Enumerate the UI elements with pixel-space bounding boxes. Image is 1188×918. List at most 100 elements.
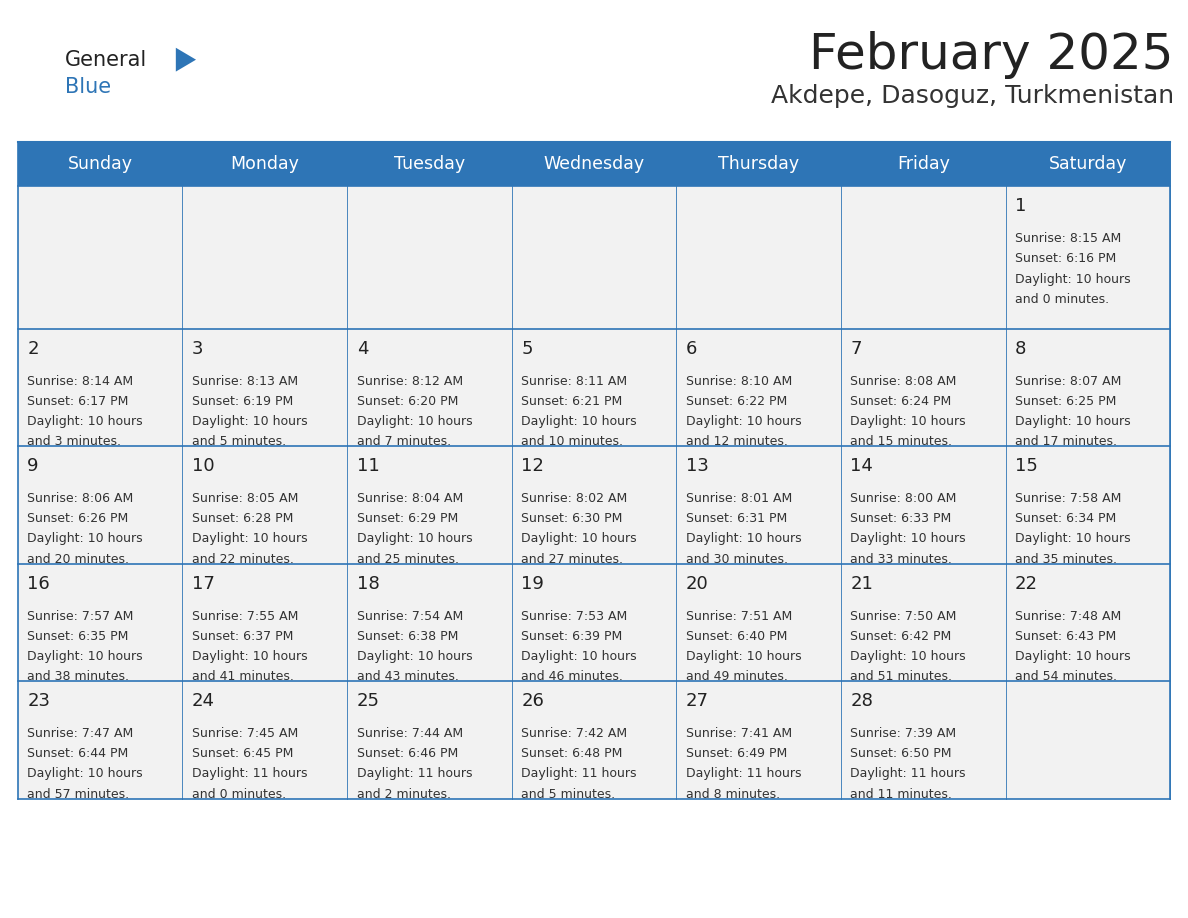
Text: Sunset: 6:44 PM: Sunset: 6:44 PM [27, 747, 128, 760]
Bar [676, 446, 841, 564]
Text: Sunset: 6:19 PM: Sunset: 6:19 PM [192, 395, 293, 408]
Text: and 3 minutes.: and 3 minutes. [27, 435, 121, 448]
Bar [347, 564, 512, 681]
Text: and 46 minutes.: and 46 minutes. [522, 670, 623, 683]
Text: Sunrise: 7:57 AM: Sunrise: 7:57 AM [27, 610, 134, 622]
Text: 14: 14 [851, 457, 873, 476]
Text: Sunset: 6:25 PM: Sunset: 6:25 PM [1015, 395, 1117, 408]
Bar [183, 681, 347, 799]
Text: Sunrise: 8:06 AM: Sunrise: 8:06 AM [27, 492, 133, 505]
Text: Sunrise: 8:10 AM: Sunrise: 8:10 AM [685, 375, 792, 387]
Text: Sunrise: 8:08 AM: Sunrise: 8:08 AM [851, 375, 956, 387]
Bar [1005, 186, 1170, 329]
Text: Sunset: 6:29 PM: Sunset: 6:29 PM [356, 512, 457, 525]
Bar [347, 329, 512, 446]
Text: Friday: Friday [897, 155, 949, 174]
Text: Daylight: 10 hours: Daylight: 10 hours [27, 767, 143, 780]
Text: Sunset: 6:39 PM: Sunset: 6:39 PM [522, 630, 623, 643]
Bar [1005, 681, 1170, 799]
Text: Sunrise: 7:53 AM: Sunrise: 7:53 AM [522, 610, 627, 622]
Text: Sunrise: 7:39 AM: Sunrise: 7:39 AM [851, 727, 956, 740]
Text: Sunrise: 7:54 AM: Sunrise: 7:54 AM [356, 610, 463, 622]
Text: Akdepe, Dasoguz, Turkmenistan: Akdepe, Dasoguz, Turkmenistan [771, 84, 1174, 108]
Text: and 5 minutes.: and 5 minutes. [192, 435, 286, 448]
Text: Sunrise: 7:48 AM: Sunrise: 7:48 AM [1015, 610, 1121, 622]
Bar [183, 186, 347, 329]
Text: Daylight: 10 hours: Daylight: 10 hours [851, 532, 966, 545]
Text: 1: 1 [1015, 197, 1026, 216]
Text: 17: 17 [192, 575, 215, 593]
Text: Daylight: 10 hours: Daylight: 10 hours [27, 415, 143, 428]
Text: 19: 19 [522, 575, 544, 593]
Text: and 27 minutes.: and 27 minutes. [522, 553, 624, 565]
Bar [18, 329, 183, 446]
Text: Sunset: 6:21 PM: Sunset: 6:21 PM [522, 395, 623, 408]
Text: Daylight: 10 hours: Daylight: 10 hours [27, 650, 143, 663]
Text: Sunday: Sunday [68, 155, 133, 174]
Text: and 43 minutes.: and 43 minutes. [356, 670, 459, 683]
Text: Daylight: 10 hours: Daylight: 10 hours [851, 650, 966, 663]
Text: and 22 minutes.: and 22 minutes. [192, 553, 293, 565]
Text: Sunset: 6:38 PM: Sunset: 6:38 PM [356, 630, 457, 643]
Text: Sunset: 6:35 PM: Sunset: 6:35 PM [27, 630, 128, 643]
Text: Daylight: 10 hours: Daylight: 10 hours [685, 532, 802, 545]
Text: General: General [65, 50, 147, 70]
Text: 8: 8 [1015, 340, 1026, 358]
Text: Daylight: 10 hours: Daylight: 10 hours [522, 650, 637, 663]
Text: 3: 3 [192, 340, 203, 358]
Text: and 20 minutes.: and 20 minutes. [27, 553, 129, 565]
Text: Monday: Monday [230, 155, 299, 174]
Text: and 57 minutes.: and 57 minutes. [27, 788, 129, 800]
Text: Sunset: 6:34 PM: Sunset: 6:34 PM [1015, 512, 1117, 525]
Text: February 2025: February 2025 [809, 31, 1174, 79]
Text: 25: 25 [356, 692, 380, 711]
Bar [183, 564, 347, 681]
Text: and 10 minutes.: and 10 minutes. [522, 435, 624, 448]
Text: Daylight: 11 hours: Daylight: 11 hours [685, 767, 802, 780]
Text: Sunrise: 8:02 AM: Sunrise: 8:02 AM [522, 492, 627, 505]
Text: Sunset: 6:22 PM: Sunset: 6:22 PM [685, 395, 788, 408]
Text: 20: 20 [685, 575, 708, 593]
Text: 9: 9 [27, 457, 39, 476]
Bar [1005, 329, 1170, 446]
Text: Sunset: 6:17 PM: Sunset: 6:17 PM [27, 395, 128, 408]
Text: Sunrise: 8:15 AM: Sunrise: 8:15 AM [1015, 232, 1121, 245]
Text: Daylight: 10 hours: Daylight: 10 hours [356, 650, 472, 663]
Text: 18: 18 [356, 575, 379, 593]
Text: Sunset: 6:16 PM: Sunset: 6:16 PM [1015, 252, 1117, 265]
Text: 4: 4 [356, 340, 368, 358]
Text: Sunrise: 7:45 AM: Sunrise: 7:45 AM [192, 727, 298, 740]
Text: Sunset: 6:50 PM: Sunset: 6:50 PM [851, 747, 952, 760]
Bar [512, 329, 676, 446]
Bar [841, 564, 1005, 681]
Text: Daylight: 10 hours: Daylight: 10 hours [356, 532, 472, 545]
Text: Sunset: 6:28 PM: Sunset: 6:28 PM [192, 512, 293, 525]
Text: and 7 minutes.: and 7 minutes. [356, 435, 450, 448]
Bar [18, 681, 183, 799]
Text: Daylight: 10 hours: Daylight: 10 hours [356, 415, 472, 428]
Bar [183, 329, 347, 446]
Text: 26: 26 [522, 692, 544, 711]
Text: and 17 minutes.: and 17 minutes. [1015, 435, 1117, 448]
Bar [18, 564, 183, 681]
Text: Sunrise: 7:41 AM: Sunrise: 7:41 AM [685, 727, 792, 740]
Bar [676, 681, 841, 799]
Text: 23: 23 [27, 692, 50, 711]
Text: 16: 16 [27, 575, 50, 593]
Bar [512, 446, 676, 564]
Text: Sunset: 6:24 PM: Sunset: 6:24 PM [851, 395, 952, 408]
Bar [1005, 446, 1170, 564]
Bar [512, 681, 676, 799]
Bar [183, 446, 347, 564]
Bar [18, 446, 183, 564]
Text: Sunset: 6:20 PM: Sunset: 6:20 PM [356, 395, 457, 408]
Text: 15: 15 [1015, 457, 1038, 476]
Bar [841, 329, 1005, 446]
Text: Sunset: 6:45 PM: Sunset: 6:45 PM [192, 747, 293, 760]
Text: Sunset: 6:40 PM: Sunset: 6:40 PM [685, 630, 788, 643]
Text: Wednesday: Wednesday [543, 155, 645, 174]
Text: 13: 13 [685, 457, 709, 476]
Text: Daylight: 10 hours: Daylight: 10 hours [522, 415, 637, 428]
Bar [841, 681, 1005, 799]
Text: Daylight: 10 hours: Daylight: 10 hours [27, 532, 143, 545]
